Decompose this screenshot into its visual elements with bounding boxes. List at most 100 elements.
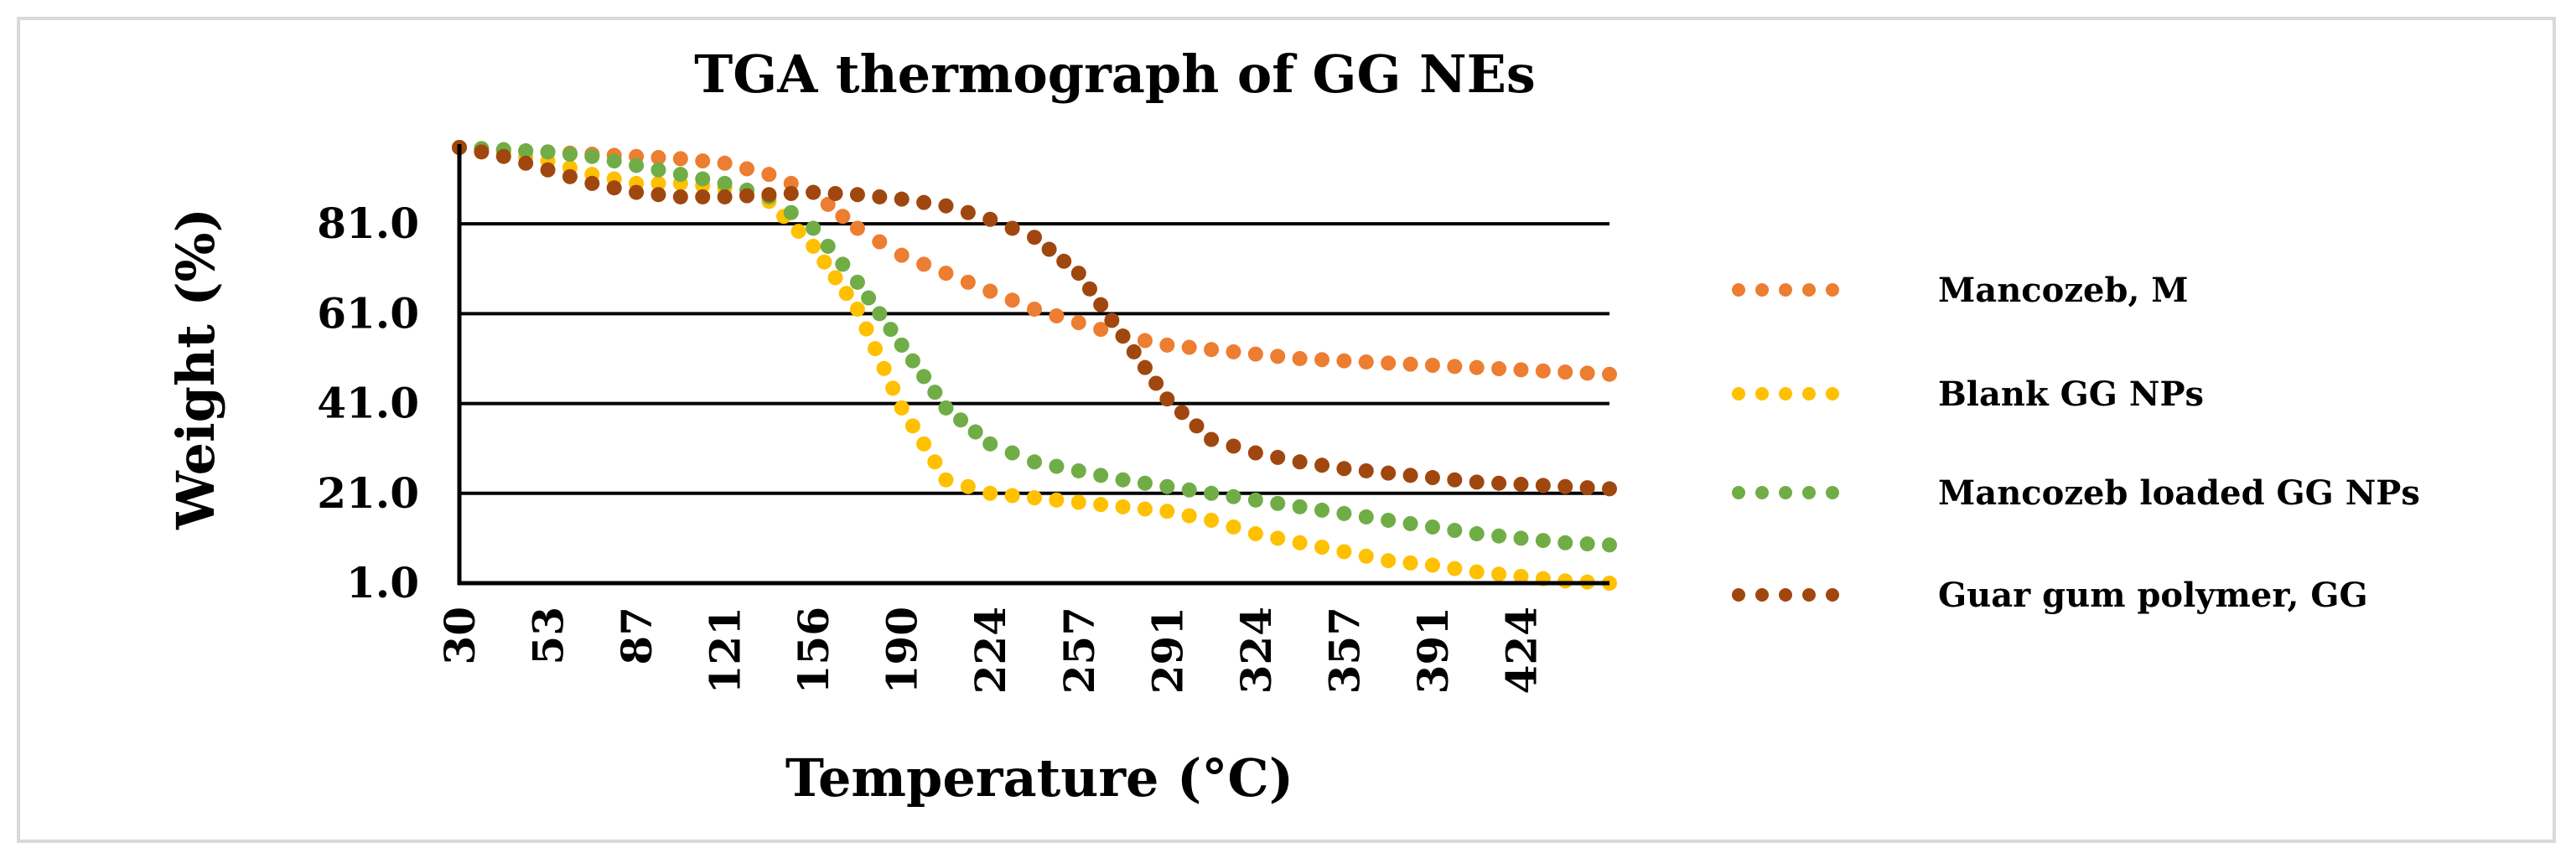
data-point <box>1602 537 1617 553</box>
data-point <box>1579 365 1595 381</box>
data-point <box>1358 463 1374 478</box>
legend-label: Mancozeb, M <box>1938 271 2189 310</box>
data-point <box>1292 454 1308 470</box>
data-point <box>1027 230 1042 245</box>
legend: Mancozeb, M Blank GG NPs Mancozeb loaded G… <box>1732 271 2420 615</box>
data-point <box>827 270 843 286</box>
data-point <box>1181 339 1197 355</box>
data-point <box>1447 523 1463 539</box>
data-point <box>1402 515 1418 531</box>
data-point <box>474 144 490 160</box>
x-tick-label: 257 <box>1055 607 1104 694</box>
data-point <box>894 191 910 207</box>
data-point <box>960 204 976 220</box>
data-point <box>1469 474 1485 490</box>
data-point <box>518 155 534 171</box>
legend-marker <box>1826 486 1839 499</box>
data-point <box>540 144 556 160</box>
data-point <box>904 418 920 434</box>
data-point <box>1027 454 1042 470</box>
data-point <box>584 148 600 164</box>
data-point <box>1115 328 1131 344</box>
x-tick-label: 30 <box>435 607 485 665</box>
data-point <box>1070 266 1086 282</box>
data-point <box>1336 544 1352 560</box>
data-point <box>1381 512 1397 528</box>
data-point <box>1137 359 1153 375</box>
data-point <box>540 162 556 178</box>
data-point <box>938 400 954 416</box>
data-point <box>1270 449 1286 465</box>
data-point <box>1424 557 1440 573</box>
data-point <box>584 175 600 191</box>
data-point <box>1535 533 1551 549</box>
legend-marker <box>1755 387 1769 400</box>
data-point <box>1602 366 1617 382</box>
x-tick-label: 121 <box>701 607 750 694</box>
data-point <box>1226 519 1241 535</box>
data-point <box>849 274 865 290</box>
data-point <box>927 454 943 470</box>
data-point <box>960 274 976 290</box>
data-point <box>1336 353 1352 369</box>
series-points <box>452 140 1617 591</box>
data-point <box>1247 346 1263 362</box>
legend-marker <box>1779 588 1792 602</box>
data-point <box>1004 220 1020 236</box>
data-point <box>1402 468 1418 483</box>
data-point <box>562 168 578 184</box>
legend-marker <box>1779 283 1792 297</box>
data-point <box>1081 281 1097 297</box>
data-point <box>849 187 865 203</box>
data-point <box>672 189 688 204</box>
data-point <box>861 290 877 306</box>
data-point <box>1226 438 1241 454</box>
data-point <box>1159 337 1175 353</box>
data-point <box>739 188 754 204</box>
data-point <box>806 238 822 254</box>
data-point <box>1181 482 1197 498</box>
data-point <box>1004 445 1020 461</box>
data-point <box>1137 475 1153 491</box>
data-point <box>1447 472 1463 488</box>
data-point <box>1491 528 1507 544</box>
data-point <box>1314 457 1329 473</box>
data-point <box>518 143 534 159</box>
data-point <box>1424 470 1440 486</box>
data-point <box>1535 363 1551 379</box>
data-point <box>1381 465 1397 481</box>
data-point <box>672 167 688 183</box>
data-point <box>1204 432 1220 447</box>
data-point <box>562 147 578 163</box>
chart-frame <box>17 17 2556 843</box>
data-point <box>1226 488 1241 504</box>
series-1 <box>452 140 1617 382</box>
chart-title: TGA thermograph of GG NEs <box>694 44 1536 105</box>
data-point <box>960 478 976 494</box>
y-tick-label: 1.0 <box>346 558 419 607</box>
data-point <box>849 301 865 317</box>
data-point <box>1558 364 1573 380</box>
data-point <box>835 209 851 225</box>
y-tick-label: 61.0 <box>317 288 419 338</box>
data-point <box>1558 535 1573 550</box>
y-tick-labels: 1.0 21.0 41.0 61.0 81.0 <box>317 199 419 607</box>
legend-item: Mancozeb loaded GG NPs <box>1732 473 2420 513</box>
series-4 <box>452 140 1617 497</box>
data-point <box>1247 492 1263 508</box>
data-point <box>872 189 888 204</box>
data-point <box>1292 350 1308 366</box>
data-point <box>606 153 622 169</box>
grid-lines <box>459 222 1609 495</box>
data-point <box>790 224 806 240</box>
data-point <box>1174 405 1190 421</box>
legend-marker <box>1802 486 1816 499</box>
series-3 <box>452 140 1617 553</box>
data-point <box>1579 480 1595 496</box>
legend-label: Mancozeb loaded GG NPs <box>1938 473 2420 513</box>
legend-item: Blank GG NPs <box>1732 375 2204 414</box>
data-point <box>1115 499 1131 514</box>
data-point <box>1602 481 1617 497</box>
data-point <box>1126 344 1142 359</box>
data-point <box>606 180 622 196</box>
